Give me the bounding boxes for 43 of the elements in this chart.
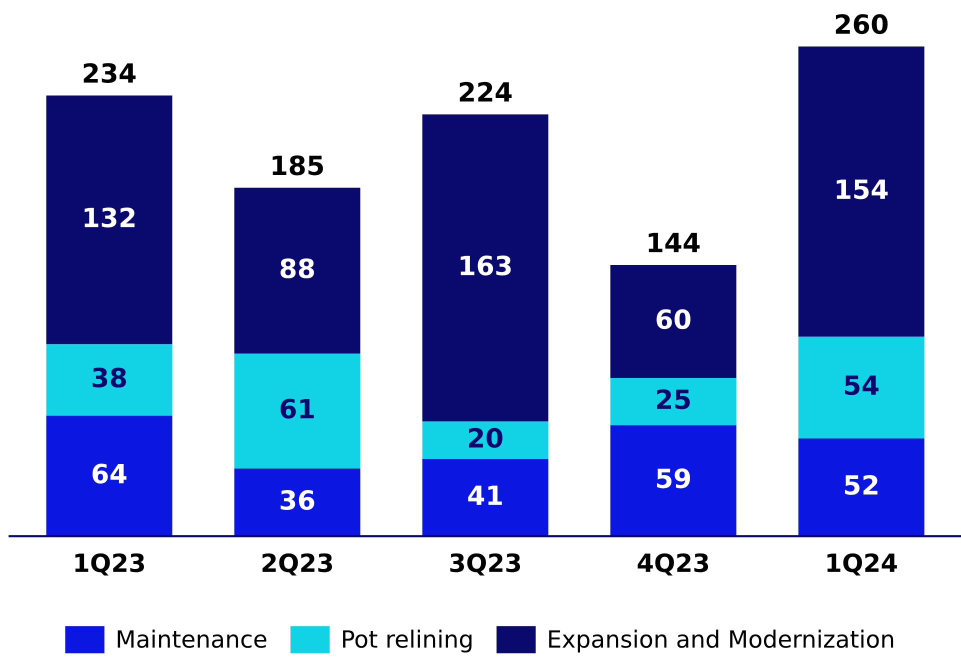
data-label: 36 [280, 490, 314, 510]
legend-label: Pot relining [343, 630, 472, 653]
data-label: 20 [469, 428, 502, 448]
bar [234, 354, 360, 468]
data-label: 154 [836, 180, 888, 200]
x-tick-label: 1Q24 [827, 553, 897, 576]
total-label: 234 [84, 63, 136, 84]
bar [422, 421, 548, 459]
legend-label: Expansion and Modernization [549, 630, 894, 653]
bar [422, 114, 548, 422]
total-label: 185 [272, 155, 323, 176]
x-tick-label: 1Q23 [75, 553, 144, 576]
data-label: 25 [657, 389, 690, 410]
bar [610, 378, 736, 426]
x-tick-label: 2Q23 [262, 553, 332, 576]
bar [798, 438, 924, 536]
bar [46, 344, 172, 416]
bar [422, 459, 548, 536]
data-label: 88 [280, 258, 314, 278]
data-label: 64 [92, 464, 126, 484]
bar [610, 425, 736, 536]
bar [234, 188, 360, 354]
data-label: 54 [845, 375, 878, 396]
data-label: 60 [656, 309, 690, 330]
bar [46, 95, 172, 344]
bar [234, 468, 360, 536]
bar [46, 416, 172, 536]
bar [798, 46, 924, 337]
data-label: 163 [460, 256, 511, 276]
total-label: 144 [648, 232, 700, 252]
data-label: 132 [84, 207, 135, 228]
data-label: 59 [657, 468, 690, 488]
x-tick-label: 4Q23 [638, 553, 708, 576]
data-label: 38 [92, 368, 126, 388]
data-label: 41 [468, 486, 502, 505]
data-label: 61 [280, 398, 314, 419]
legend-label: Maintenance [118, 630, 266, 648]
bar [798, 336, 924, 438]
total-label: 224 [460, 82, 512, 102]
total-label: 260 [836, 14, 888, 34]
data-label: 52 [845, 474, 878, 495]
x-tick-label: 3Q23 [450, 553, 520, 576]
bar [610, 265, 736, 378]
